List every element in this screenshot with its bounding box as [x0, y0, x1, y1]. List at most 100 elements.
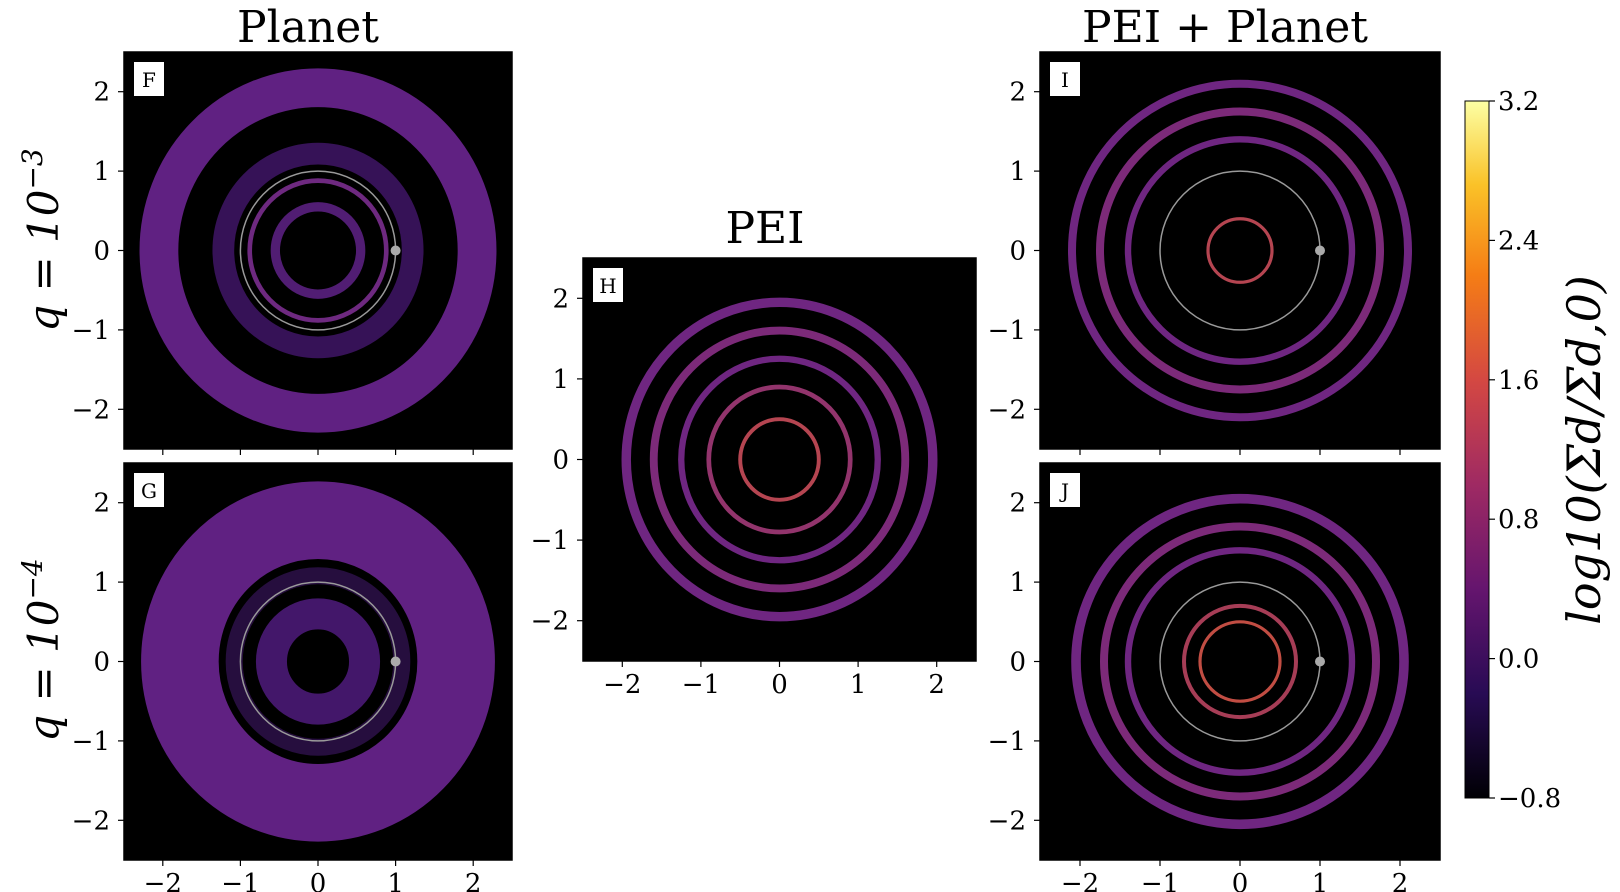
panel-label-box [134, 62, 164, 96]
y-tick-label: −2 [531, 607, 569, 637]
dust-ring [139, 68, 497, 433]
y-tick-label: 2 [93, 489, 110, 519]
dust-ring [212, 142, 424, 359]
y-tick-label: −1 [988, 316, 1026, 346]
y-tick-label: 2 [1009, 78, 1026, 108]
y-tick-label: −2 [988, 806, 1026, 836]
dust-ring [649, 326, 910, 593]
colorbar-tick-label: 1.6 [1498, 366, 1539, 396]
dust-ring [1124, 547, 1356, 776]
y-tick-label: 2 [552, 284, 569, 314]
x-tick-label: 0 [310, 869, 327, 892]
y-tick-label: 2 [1009, 489, 1026, 519]
panel-label: J [1059, 479, 1069, 503]
x-tick-label: 1 [850, 670, 867, 700]
x-tick-label: −2 [144, 869, 182, 892]
colorbar-tick-label: 3.2 [1498, 87, 1539, 117]
colorbar-tick-label: 2.4 [1498, 226, 1539, 256]
y-tick-label: 0 [552, 446, 569, 476]
col-title-pei: PEI [725, 203, 804, 254]
planet-marker [390, 245, 401, 256]
y-tick-label: 1 [552, 365, 569, 395]
dust-ring [678, 355, 881, 564]
y-tick-label: 0 [93, 237, 110, 267]
panel-I: I 2 1 0 −1 −2 [988, 51, 1441, 455]
panel-label-box [593, 268, 623, 302]
panel-label: G [141, 479, 157, 503]
dust-ring [270, 202, 366, 299]
dust-ring [1071, 493, 1409, 830]
y-tick-label: 1 [1009, 568, 1026, 598]
colorbar-tick-label: 0.0 [1498, 645, 1539, 675]
planet-marker [390, 656, 401, 667]
panel-H: H 2 1 0 −1 −2 −2 −1 0 1 2 [531, 257, 977, 700]
panel-background [1040, 52, 1440, 449]
colorbar-label: log10(Σd/Σd,0) [1557, 275, 1611, 625]
planet-marker [1315, 656, 1325, 667]
dust-ring [1198, 620, 1282, 703]
x-tick-label: −1 [221, 869, 259, 892]
svg-text:q = 10−4: q = 10−4 [16, 558, 68, 742]
y-tick-label: −1 [72, 727, 110, 757]
panel-F: F 2 1 0 −1 −2 [72, 51, 513, 455]
panel-background [583, 258, 976, 661]
y-tick-label: 1 [93, 568, 110, 598]
x-tick-label: −1 [1141, 869, 1179, 892]
panel-G: G 2 1 0 −1 −2 −2 −1 0 1 2 [72, 462, 513, 892]
panel-label: H [599, 274, 616, 298]
dust-ring [1182, 603, 1298, 720]
y-tick-label: −2 [72, 395, 110, 425]
x-tick-label: 2 [928, 670, 945, 700]
y-tick-label: 0 [93, 648, 110, 678]
colorbar-tick-label: −0.8 [1498, 784, 1561, 814]
x-tick-label: −2 [1061, 869, 1099, 892]
x-tick-label: −1 [682, 670, 720, 700]
y-tick-label: −2 [988, 395, 1026, 425]
y-tick-label: 2 [93, 78, 110, 108]
svg-text:q = 10−3: q = 10−3 [16, 148, 68, 332]
row-label-q3: q = 10−3 [16, 148, 68, 332]
row-label-q4: q = 10−4 [16, 558, 68, 742]
dust-ring [247, 178, 389, 323]
panel-label-box [1050, 62, 1080, 96]
x-tick-label: 2 [465, 869, 482, 892]
colorbar-ticks: 3.2 2.4 1.6 0.8 0.0 −0.8 [1489, 87, 1561, 814]
dust-ring [225, 567, 411, 756]
y-tick-label: 1 [1009, 157, 1026, 187]
x-tick-label: −2 [603, 670, 641, 700]
dust-ring [738, 417, 821, 502]
x-tick-label: 0 [771, 670, 788, 700]
dust-ring [621, 297, 938, 622]
panel-label-box [134, 473, 164, 507]
panel-label: I [1061, 68, 1069, 92]
dust-ring [1206, 217, 1274, 284]
y-tick-label: 1 [93, 157, 110, 187]
dust-ring [255, 598, 381, 725]
dust-ring [1068, 79, 1412, 422]
dust-ring [1100, 522, 1380, 801]
dust-ring [141, 481, 495, 842]
x-tick-label: 1 [1312, 869, 1329, 892]
y-tick-label: 0 [1009, 237, 1026, 267]
x-tick-label: 2 [1392, 869, 1409, 892]
col-title-pei-planet: PEI + Planet [1082, 2, 1368, 53]
colorbar-tick-label: 0.8 [1498, 505, 1539, 535]
dust-ring [1096, 107, 1384, 394]
panel-J: J 2 1 0 −1 −2 −2 −1 0 1 2 [988, 462, 1441, 892]
col-title-planet: Planet [237, 2, 379, 53]
planet-marker [1315, 245, 1325, 256]
y-tick-label: −1 [72, 316, 110, 346]
dust-ring [706, 384, 853, 535]
y-tick-label: −1 [988, 727, 1026, 757]
colorbar-gradient [1464, 100, 1490, 799]
panel-background [124, 52, 512, 449]
dust-ring [1124, 136, 1356, 365]
y-tick-label: −1 [531, 526, 569, 556]
y-tick-label: 0 [1009, 648, 1026, 678]
y-tick-label: −2 [72, 806, 110, 836]
colorbar: 3.2 2.4 1.6 0.8 0.0 −0.8 log10(Σd/Σd,0) [1464, 87, 1611, 814]
x-tick-label: 0 [1232, 869, 1249, 892]
x-tick-label: 1 [387, 869, 404, 892]
panel-label: F [142, 68, 156, 92]
